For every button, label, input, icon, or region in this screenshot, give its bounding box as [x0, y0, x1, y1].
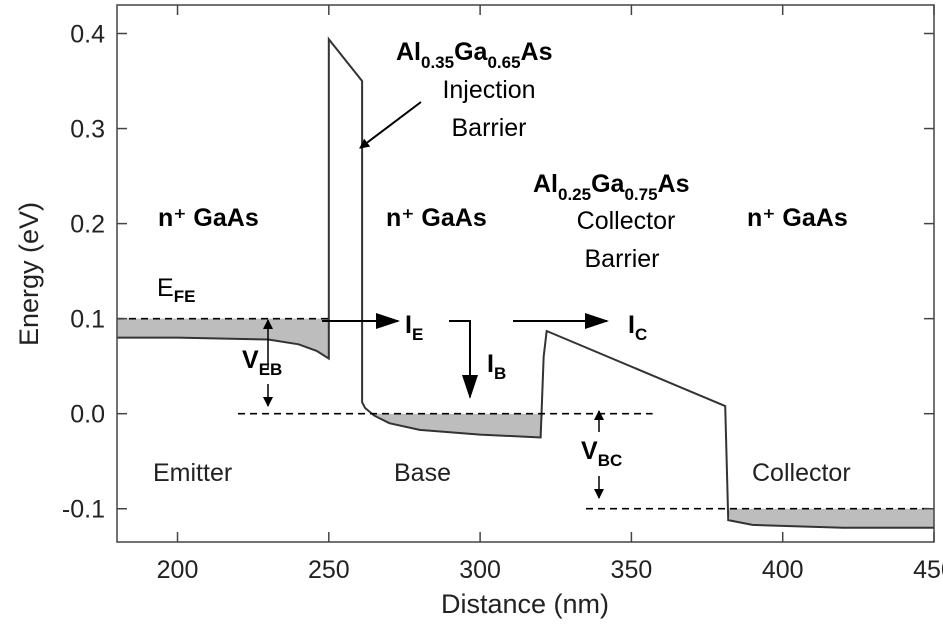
electron-fill-layer [117, 318, 934, 528]
injection-barrier-line1: Injection [442, 76, 535, 104]
emitter-material-label: n⁺ GaAs [158, 204, 259, 232]
base-electron-fill [362, 413, 544, 438]
base-material-label: n⁺ GaAs [386, 204, 487, 232]
band-edge-layer [117, 36, 934, 529]
emitter-label: Emitter [153, 459, 232, 487]
collector-electron-fill [727, 508, 934, 528]
collector-barrier-line2: Barrier [584, 245, 659, 273]
y-tick-label: -0.1 [62, 496, 105, 524]
ib-label: IB [487, 350, 506, 383]
injection-barrier-formula: Al0.35Ga0.65As [396, 38, 553, 72]
veb-label: VEB [242, 346, 282, 379]
collector-barrier-formula: Al0.25Ga0.75As [533, 170, 690, 204]
y-tick-label: 0.0 [70, 401, 105, 429]
y-tick-label: 0.4 [70, 21, 105, 49]
tick-layer: 200 250 300 350 400 450 0.4 0.3 0.2 0.1 0.0 -0.1 [62, 5, 943, 584]
x-tick-label: 450 [913, 556, 943, 584]
plot-frame [116, 4, 935, 543]
ie-label: IE [405, 311, 423, 344]
x-tick-label: 250 [308, 556, 350, 584]
x-tick-label: 300 [459, 556, 501, 584]
x-tick-label: 350 [611, 556, 653, 584]
x-axis-label: Distance (nm) [441, 589, 609, 619]
y-tick-label: 0.2 [70, 211, 105, 239]
vbc-label: VBC [581, 437, 622, 470]
collector-barrier-line1: Collector [577, 207, 676, 235]
ic-label: IC [628, 311, 647, 344]
ib-arrow-shaft [449, 320, 471, 394]
y-tick-label: 0.1 [70, 306, 105, 334]
fermi-level-layer [117, 317, 934, 510]
y-axis-label: Energy (eV) [14, 202, 44, 346]
injection-barrier-line2: Barrier [451, 114, 526, 142]
collector-label: Collector [752, 459, 851, 487]
collector-material-label: n⁺ GaAs [747, 204, 848, 232]
y-tick-label: 0.3 [70, 116, 105, 144]
x-tick-label: 200 [157, 556, 199, 584]
efe-label: EFE [157, 274, 195, 306]
x-tick-label: 400 [762, 556, 804, 584]
injection-barrier-pointer [359, 101, 422, 149]
base-label: Base [394, 459, 451, 487]
conduction-band-edge [117, 36, 934, 529]
